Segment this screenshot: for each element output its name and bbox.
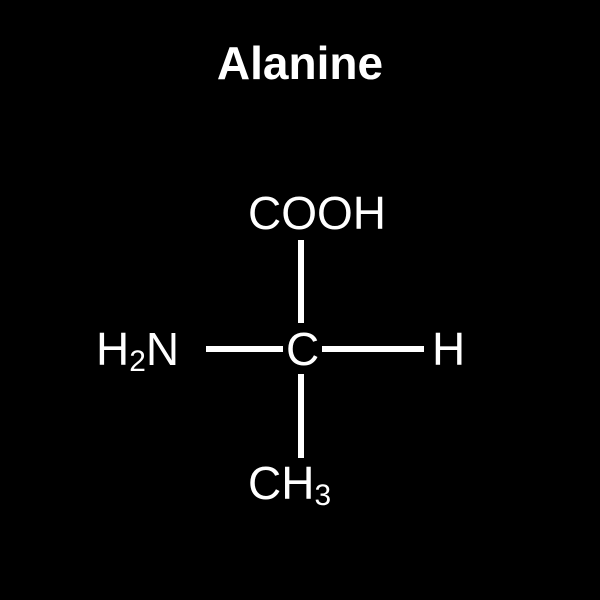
h2n-label: H2N: [96, 326, 179, 372]
h-label: H: [432, 326, 465, 372]
ch3-label: CH3: [248, 460, 331, 506]
h2n-n: N: [146, 323, 179, 375]
center-carbon-label: C: [286, 326, 319, 372]
h2n-subscript-2: 2: [129, 345, 146, 378]
h2n-h: H: [96, 323, 129, 375]
diagram-title: Alanine: [0, 36, 600, 90]
ch3-subscript-3: 3: [314, 479, 331, 512]
cooh-label: COOH: [248, 190, 386, 236]
ch3-ch: CH: [248, 457, 314, 509]
bond-lines: [0, 0, 600, 600]
